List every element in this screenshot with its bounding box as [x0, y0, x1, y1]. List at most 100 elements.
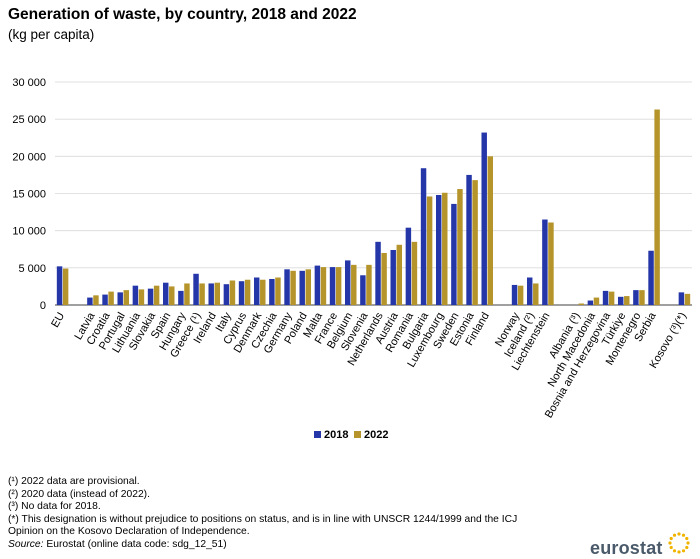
y-axis-ticks: 0 5 000 10 000 15 000 20 000 25 000 30 000 [12, 77, 46, 312]
bar-2022 [442, 192, 448, 305]
bar-2022 [138, 289, 145, 305]
bar-2018 [587, 300, 594, 305]
bar-2018 [178, 290, 184, 305]
bar-2022 [654, 109, 660, 305]
bar-2022 [396, 244, 403, 305]
bar-2022 [290, 270, 296, 305]
bar-2022 [153, 285, 160, 305]
bar-2022 [426, 196, 433, 305]
bar-2018 [87, 297, 93, 305]
bar-2022 [214, 282, 221, 305]
bar-2018 [329, 267, 336, 305]
y-tick-label: 0 [40, 300, 46, 312]
bar-2018 [542, 219, 548, 305]
bar-2018 [648, 250, 654, 305]
x-axis-labels: EU LatviaCroatiaPortugalLithuaniaSlovakia… [49, 310, 689, 421]
source-line: Source: Eurostat (online data code: sdg_… [8, 539, 517, 552]
bar-2018 [299, 270, 305, 305]
y-tick-label: 20 000 [12, 151, 46, 163]
legend-swatch-2018 [314, 431, 321, 438]
bar-2018 [526, 277, 533, 305]
bar-2018 [405, 227, 412, 305]
bar-2018 [208, 283, 214, 305]
y-tick-label: 30 000 [12, 77, 46, 89]
legend-label-2018: 2018 [324, 429, 348, 441]
bar-2018 [466, 174, 472, 305]
bar-2018 [284, 269, 290, 305]
y-tick-label: 5 000 [18, 263, 46, 275]
bar-2022 [381, 252, 387, 305]
bar-2018 [375, 241, 381, 305]
bar-2018 [314, 265, 321, 305]
legend-label-2022: 2022 [364, 429, 388, 441]
y-tick-label: 10 000 [12, 226, 46, 238]
bar-2022 [275, 277, 281, 305]
y-tick-label: 15 000 [12, 189, 46, 201]
bar-2022 [108, 291, 114, 305]
bar-2022 [639, 290, 645, 305]
bar-2022 [184, 283, 190, 305]
bar-2022 [229, 280, 236, 305]
bar-2018 [451, 203, 457, 305]
bar-2018 [253, 277, 260, 305]
source-text: Eurostat (online data code: sdg_12_51) [43, 538, 227, 550]
bar-2018 [238, 281, 245, 305]
footnote: (¹) 2022 data are provisional. [8, 476, 140, 487]
bar-2022 [199, 283, 205, 305]
bar-2018 [420, 168, 427, 305]
bar-2018 [360, 275, 366, 305]
source-label: Source: [8, 538, 44, 550]
bar-2018 [223, 284, 230, 305]
bar-2022 [624, 296, 630, 305]
bar-2018 [390, 249, 396, 305]
legend: 2018 2022 [314, 429, 388, 441]
bar-2018 [56, 266, 63, 305]
bar-2022 [472, 180, 478, 305]
footnote: Opinion on the Kosovo Declaration of Ind… [8, 526, 250, 538]
bar-chart: 0 5 000 10 000 15 000 20 000 25 000 30 000 EU L… [12, 77, 692, 441]
bar-2018 [633, 290, 639, 305]
bar-2022 [411, 241, 418, 305]
chart-title: Generation of waste, by country, 2018 an… [8, 6, 357, 23]
bar-2022 [260, 279, 266, 305]
bar-2018 [678, 292, 685, 305]
bar-2022 [93, 295, 99, 305]
gridlines [55, 81, 692, 306]
footnote: (³) No data for 2018. [8, 501, 101, 513]
bar-2022 [62, 268, 69, 305]
bar-2022 [335, 267, 342, 305]
bar-2018 [602, 290, 609, 305]
bar-2022 [366, 264, 372, 305]
bar-2022 [608, 291, 615, 305]
y-tick-label: 25 000 [12, 114, 46, 126]
bar-2022 [684, 293, 691, 305]
bar-2022 [169, 286, 175, 305]
bar-2022 [305, 269, 312, 305]
bar-2022 [123, 290, 130, 305]
bar-2018 [102, 294, 108, 305]
chart-subtitle: (kg per capita) [8, 27, 95, 42]
bar-2018 [435, 194, 442, 305]
footnotes: (¹) 2022 data are provisional. (²) 2020 … [8, 476, 517, 552]
bar-2018 [481, 132, 487, 305]
bar-2018 [193, 273, 199, 305]
bar-2022 [533, 283, 539, 305]
bar-2022 [487, 156, 494, 305]
x-category-label: EU [49, 310, 67, 329]
footnote: (*) This designation is without prejudic… [8, 513, 518, 525]
bar-2018 [132, 285, 139, 305]
bar-2018 [344, 260, 351, 305]
bar-2022 [517, 285, 524, 305]
bar-2022 [457, 189, 463, 305]
bar-2018 [269, 278, 275, 305]
bar-2022 [320, 267, 327, 305]
bars [56, 109, 691, 305]
bar-2022 [244, 279, 251, 305]
bar-2018 [117, 292, 123, 305]
bar-2022 [593, 297, 600, 305]
legend-swatch-2022 [354, 431, 361, 438]
eu-stars-icon [668, 532, 690, 554]
bar-2018 [147, 288, 154, 305]
footnote: (²) 2020 data (instead of 2022). [8, 488, 150, 500]
bar-2018 [511, 284, 518, 305]
